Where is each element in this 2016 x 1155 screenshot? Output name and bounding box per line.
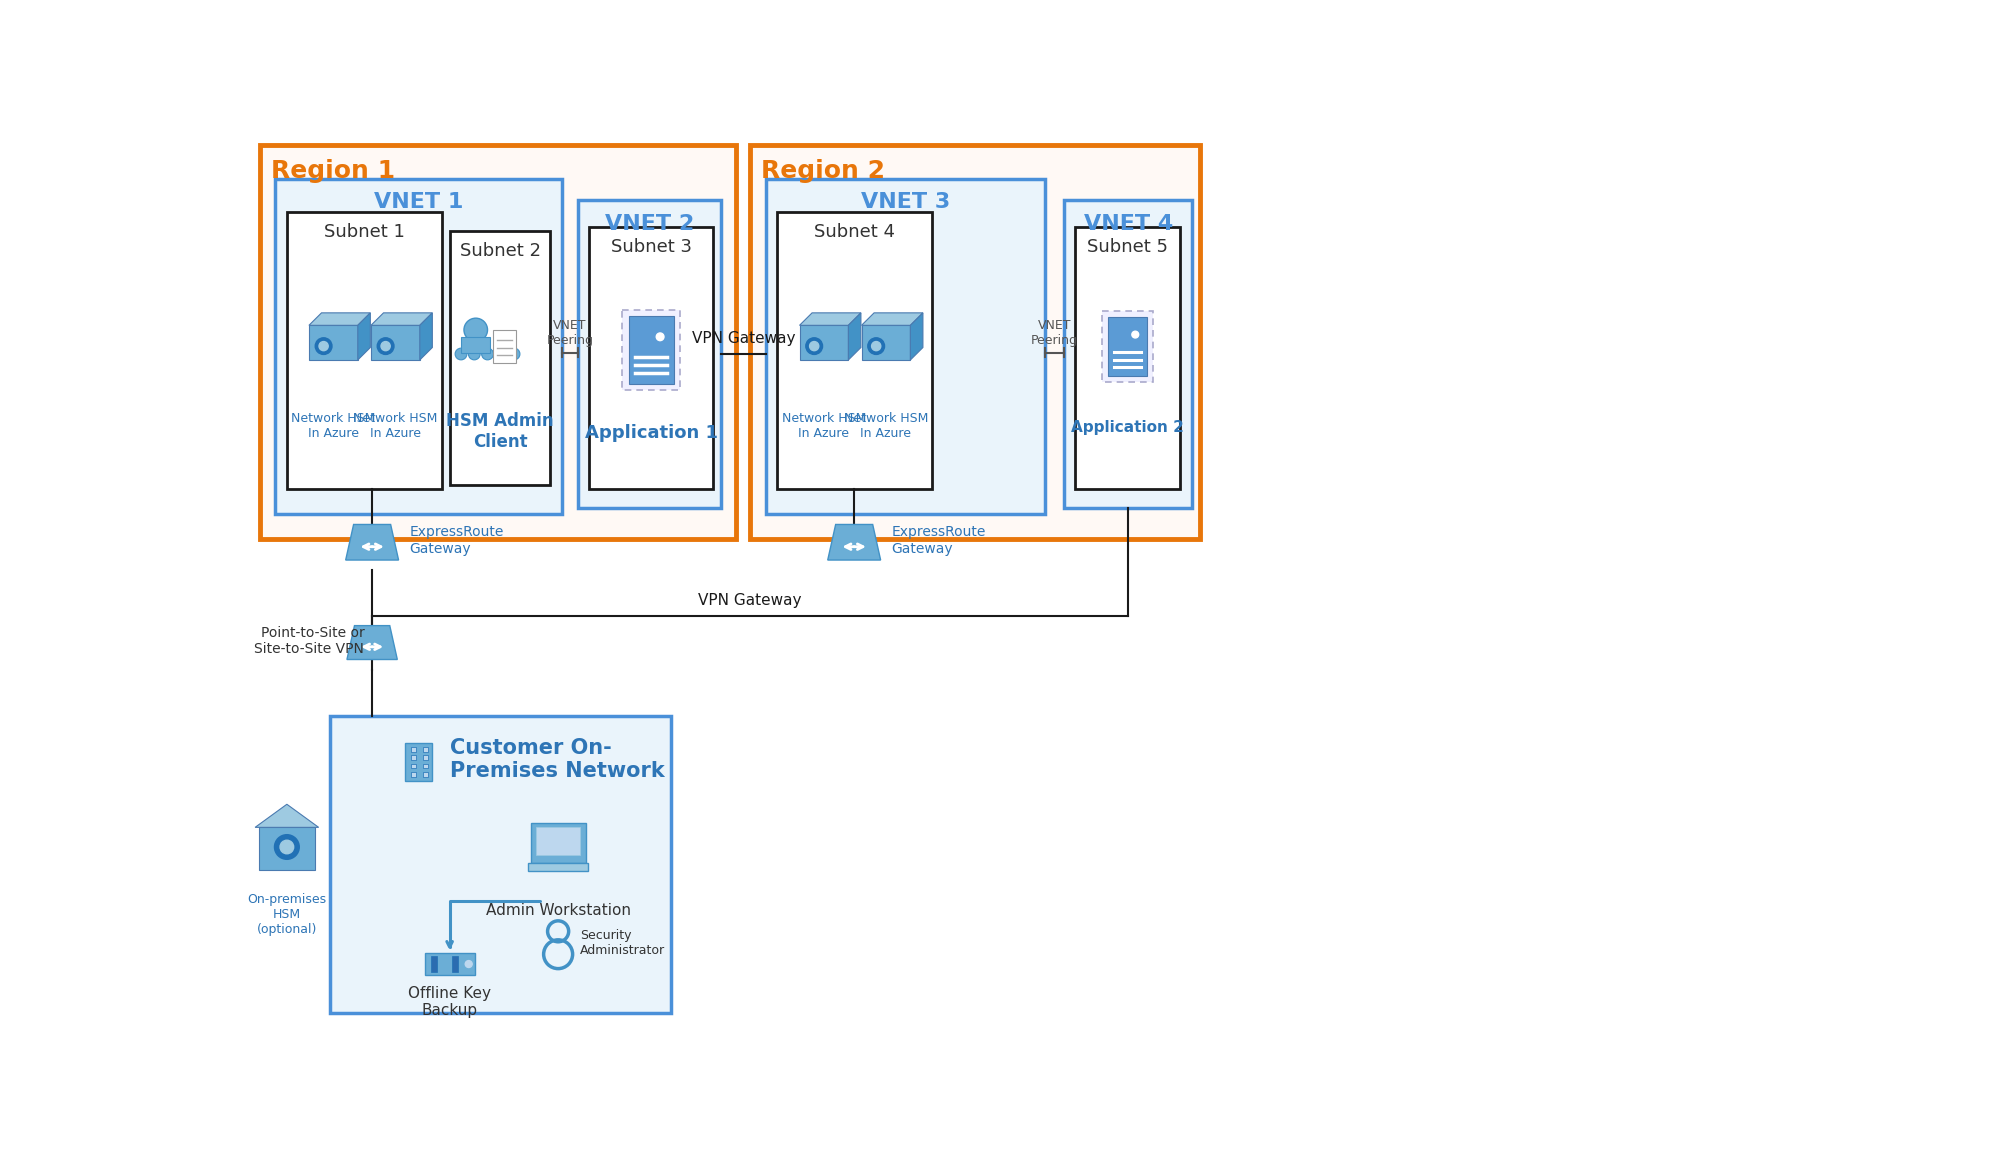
- FancyBboxPatch shape: [861, 326, 911, 360]
- FancyBboxPatch shape: [260, 144, 736, 539]
- Text: Subnet 5: Subnet 5: [1087, 238, 1167, 256]
- Polygon shape: [849, 313, 861, 360]
- Text: Security
Administrator: Security Administrator: [581, 930, 665, 957]
- FancyBboxPatch shape: [286, 211, 442, 489]
- FancyBboxPatch shape: [411, 763, 415, 768]
- Text: Subnet 4: Subnet 4: [814, 223, 895, 240]
- FancyBboxPatch shape: [450, 231, 550, 485]
- Circle shape: [806, 337, 823, 355]
- Circle shape: [1131, 331, 1139, 338]
- Circle shape: [657, 333, 663, 341]
- Text: VNET 4: VNET 4: [1083, 214, 1173, 234]
- Text: VPN Gateway: VPN Gateway: [691, 331, 794, 346]
- Text: ExpressRoute
Gateway: ExpressRoute Gateway: [891, 526, 986, 556]
- Circle shape: [377, 337, 393, 355]
- Polygon shape: [256, 804, 319, 827]
- Text: Network HSM
In Azure: Network HSM In Azure: [845, 412, 927, 440]
- Text: Region 1: Region 1: [270, 158, 395, 182]
- FancyBboxPatch shape: [411, 773, 415, 777]
- Circle shape: [381, 342, 391, 351]
- Text: VNET
Peering: VNET Peering: [1030, 319, 1079, 346]
- Circle shape: [871, 342, 881, 351]
- Text: Point-to-Site or
Site-to-Site VPN: Point-to-Site or Site-to-Site VPN: [254, 626, 365, 656]
- Polygon shape: [829, 524, 881, 560]
- Text: Customer On-
Premises Network: Customer On- Premises Network: [450, 738, 665, 781]
- Polygon shape: [347, 626, 397, 660]
- Text: Admin Workstation: Admin Workstation: [486, 903, 631, 918]
- FancyBboxPatch shape: [530, 824, 587, 863]
- Circle shape: [508, 348, 520, 360]
- FancyBboxPatch shape: [766, 179, 1044, 514]
- FancyBboxPatch shape: [462, 337, 490, 353]
- Circle shape: [468, 348, 480, 360]
- FancyBboxPatch shape: [405, 744, 431, 782]
- Text: VNET
Peering: VNET Peering: [546, 319, 593, 346]
- Circle shape: [280, 840, 294, 854]
- FancyBboxPatch shape: [423, 773, 427, 777]
- FancyBboxPatch shape: [411, 747, 415, 752]
- FancyBboxPatch shape: [623, 311, 679, 390]
- FancyBboxPatch shape: [629, 316, 673, 385]
- Text: On-premises
HSM
(optional): On-premises HSM (optional): [248, 893, 327, 937]
- Polygon shape: [861, 313, 923, 326]
- Circle shape: [867, 337, 885, 355]
- Text: VNET 2: VNET 2: [605, 214, 694, 234]
- Text: Application 1: Application 1: [585, 424, 718, 441]
- FancyBboxPatch shape: [528, 863, 589, 871]
- Circle shape: [810, 342, 818, 351]
- Circle shape: [482, 348, 494, 360]
- FancyBboxPatch shape: [425, 953, 474, 975]
- FancyBboxPatch shape: [1075, 228, 1179, 489]
- Text: VNET 1: VNET 1: [373, 193, 464, 213]
- FancyBboxPatch shape: [750, 144, 1200, 539]
- Text: Subnet 3: Subnet 3: [611, 238, 691, 256]
- FancyBboxPatch shape: [494, 330, 516, 363]
- Circle shape: [494, 348, 506, 360]
- FancyBboxPatch shape: [276, 179, 562, 514]
- FancyBboxPatch shape: [778, 211, 933, 489]
- FancyBboxPatch shape: [452, 956, 458, 971]
- FancyBboxPatch shape: [1064, 200, 1191, 508]
- FancyBboxPatch shape: [371, 326, 419, 360]
- Text: VNET 3: VNET 3: [861, 193, 950, 213]
- Circle shape: [314, 337, 333, 355]
- Text: Subnet 2: Subnet 2: [460, 241, 540, 260]
- FancyBboxPatch shape: [258, 827, 314, 870]
- Circle shape: [274, 835, 298, 859]
- Polygon shape: [308, 313, 371, 326]
- FancyBboxPatch shape: [431, 956, 437, 971]
- Polygon shape: [419, 313, 431, 360]
- Circle shape: [466, 961, 472, 968]
- Polygon shape: [800, 313, 861, 326]
- FancyBboxPatch shape: [577, 200, 722, 508]
- FancyBboxPatch shape: [1103, 311, 1153, 382]
- Text: ExpressRoute
Gateway: ExpressRoute Gateway: [409, 526, 504, 556]
- Polygon shape: [345, 524, 399, 560]
- FancyBboxPatch shape: [589, 228, 714, 489]
- Text: Application 2: Application 2: [1070, 419, 1183, 434]
- Circle shape: [319, 342, 329, 351]
- FancyBboxPatch shape: [308, 326, 357, 360]
- Polygon shape: [911, 313, 923, 360]
- FancyBboxPatch shape: [536, 827, 581, 855]
- Circle shape: [464, 318, 488, 342]
- Polygon shape: [371, 313, 431, 326]
- Text: Network HSM
In Azure: Network HSM In Azure: [782, 412, 867, 440]
- Text: Region 2: Region 2: [762, 158, 885, 182]
- Text: Subnet 1: Subnet 1: [325, 223, 405, 240]
- Text: Network HSM
In Azure: Network HSM In Azure: [290, 412, 375, 440]
- Text: Offline Key
Backup: Offline Key Backup: [407, 985, 492, 1018]
- Text: HSM Admin
Client: HSM Admin Client: [446, 412, 554, 450]
- FancyBboxPatch shape: [800, 326, 849, 360]
- Text: Network HSM
In Azure: Network HSM In Azure: [353, 412, 437, 440]
- FancyBboxPatch shape: [423, 747, 427, 752]
- FancyBboxPatch shape: [423, 763, 427, 768]
- Polygon shape: [357, 313, 371, 360]
- Circle shape: [456, 348, 468, 360]
- FancyBboxPatch shape: [423, 755, 427, 760]
- Text: VPN Gateway: VPN Gateway: [698, 594, 802, 609]
- FancyBboxPatch shape: [411, 755, 415, 760]
- FancyBboxPatch shape: [329, 716, 671, 1013]
- FancyBboxPatch shape: [1107, 316, 1147, 377]
